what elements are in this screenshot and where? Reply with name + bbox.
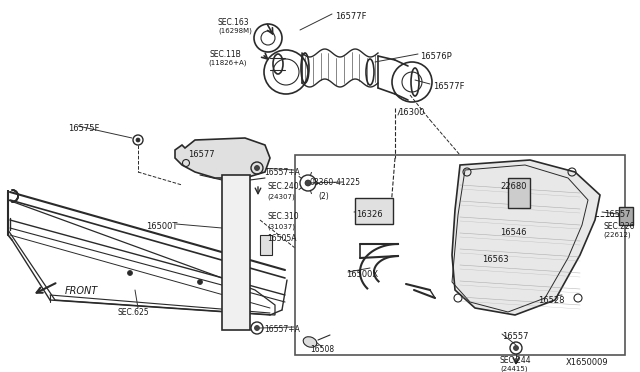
Text: 16557+A: 16557+A (264, 168, 300, 177)
Text: (16298M): (16298M) (218, 28, 252, 35)
Polygon shape (175, 138, 270, 178)
Text: 16300: 16300 (398, 108, 424, 117)
Text: 16577: 16577 (188, 150, 214, 159)
Text: SEC.11B: SEC.11B (210, 50, 242, 59)
Polygon shape (196, 145, 258, 172)
Text: 16546: 16546 (500, 228, 527, 237)
Text: 16577F: 16577F (335, 12, 367, 21)
Bar (619, 207, 633, 225)
Circle shape (127, 270, 132, 276)
Circle shape (198, 279, 202, 285)
Text: 16577F: 16577F (433, 82, 465, 91)
Bar (295, 155, 625, 355)
Text: SEC.240: SEC.240 (267, 182, 299, 191)
Text: FRONT: FRONT (65, 286, 99, 296)
Text: SEC.244: SEC.244 (500, 356, 532, 365)
Text: 16508: 16508 (310, 345, 334, 354)
Text: 22680: 22680 (500, 182, 527, 191)
Circle shape (305, 180, 311, 186)
Text: 16557: 16557 (604, 210, 630, 219)
Text: 16557: 16557 (502, 332, 529, 341)
Text: (2): (2) (318, 192, 329, 201)
Text: SEC.625: SEC.625 (118, 308, 150, 317)
Text: 16528: 16528 (538, 296, 564, 305)
Text: (22612): (22612) (603, 232, 630, 238)
Text: 16557+A: 16557+A (264, 325, 300, 334)
Ellipse shape (303, 337, 317, 347)
Text: SEC.226: SEC.226 (603, 222, 634, 231)
Text: 16563: 16563 (482, 255, 509, 264)
Text: (24307): (24307) (267, 193, 295, 199)
Text: SEC.310: SEC.310 (267, 212, 299, 221)
Bar (260, 235, 272, 255)
Circle shape (255, 326, 259, 330)
Text: (31037): (31037) (267, 223, 295, 230)
Text: 16500T: 16500T (146, 222, 177, 231)
Text: (24415): (24415) (500, 366, 527, 372)
Polygon shape (452, 160, 600, 315)
Circle shape (136, 138, 140, 142)
Text: 16505A: 16505A (267, 234, 296, 243)
Text: 16576P: 16576P (420, 52, 452, 61)
Text: SEC.163: SEC.163 (218, 18, 250, 27)
Bar (222, 175, 250, 330)
Text: 16326: 16326 (356, 210, 383, 219)
Circle shape (513, 346, 518, 350)
Circle shape (255, 166, 259, 170)
Bar (355, 198, 393, 224)
Text: X1650009: X1650009 (566, 358, 609, 367)
Text: 16500X: 16500X (346, 270, 378, 279)
Text: 08360-41225: 08360-41225 (310, 178, 361, 187)
Bar (508, 178, 530, 208)
Text: (11826+A): (11826+A) (208, 60, 246, 67)
Text: 16575F: 16575F (68, 124, 99, 133)
